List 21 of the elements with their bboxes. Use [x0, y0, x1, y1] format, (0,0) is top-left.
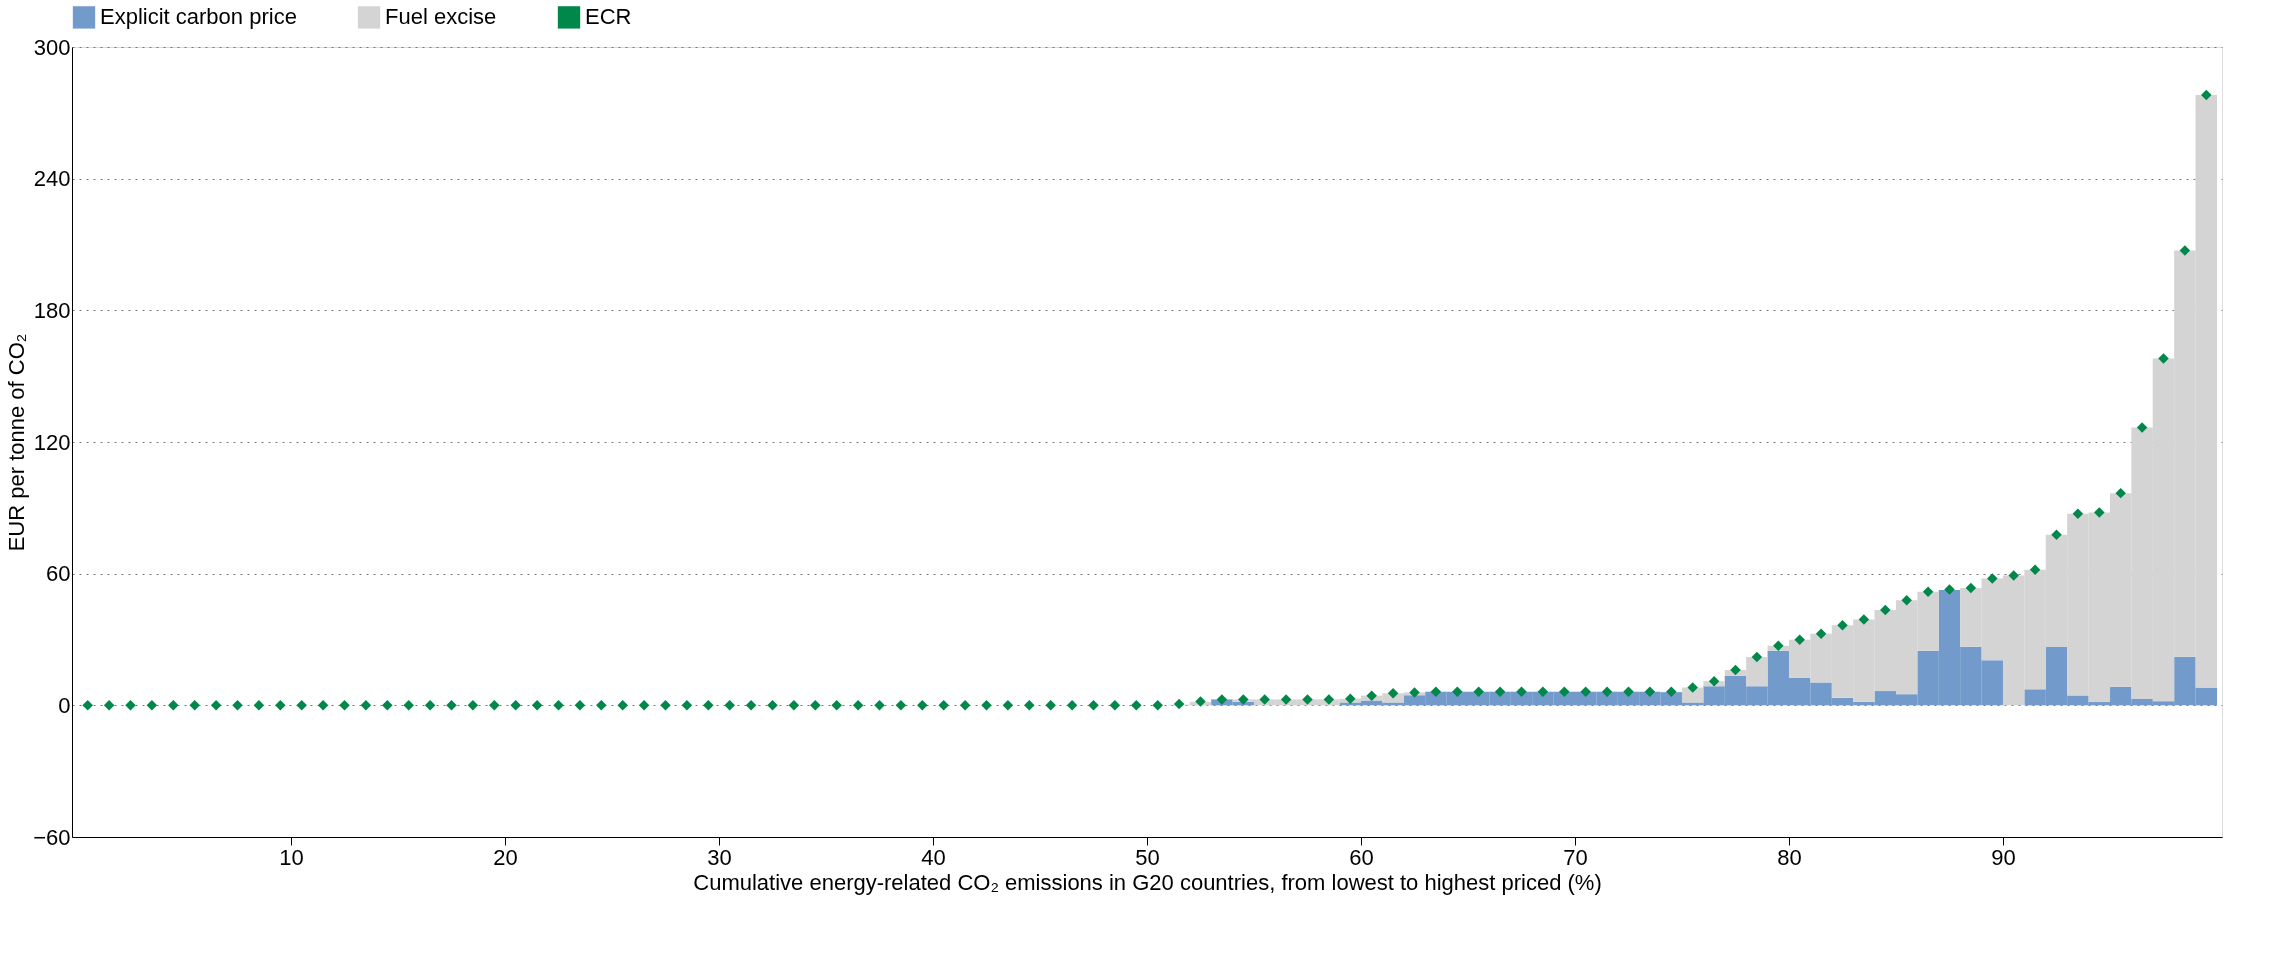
x-tick-label: 40	[921, 844, 946, 870]
x-tick-label: 80	[1777, 844, 1802, 870]
x-tick-label: 10	[279, 844, 304, 870]
y-axis-title: EUR per tonne of CO₂	[4, 333, 30, 552]
y-tick-label: 300	[33, 34, 71, 60]
y-tick-label: −60	[33, 824, 71, 850]
x-tick-label: 60	[1349, 844, 1374, 870]
x-tick-label: 30	[707, 844, 732, 870]
y-tick-label: 60	[46, 561, 71, 587]
y-tick-label: 180	[33, 297, 71, 323]
x-tick-label: 20	[493, 844, 518, 870]
legend-label: Fuel excise	[385, 4, 497, 30]
legend-label: ECR	[585, 4, 632, 30]
x-tick-label: 50	[1135, 844, 1160, 870]
y-tick-label: 0	[58, 692, 71, 718]
y-tick-label: 240	[33, 166, 71, 192]
y-tick-label: 120	[33, 429, 71, 455]
x-tick-label: 90	[1991, 844, 2016, 870]
x-tick-label: 70	[1563, 844, 1588, 870]
legend-label: Explicit carbon price	[100, 4, 297, 30]
x-axis-title: Cumulative energy-related CO₂ emissions in G20 countries, from lowest to highest priced (%)	[693, 869, 1602, 895]
